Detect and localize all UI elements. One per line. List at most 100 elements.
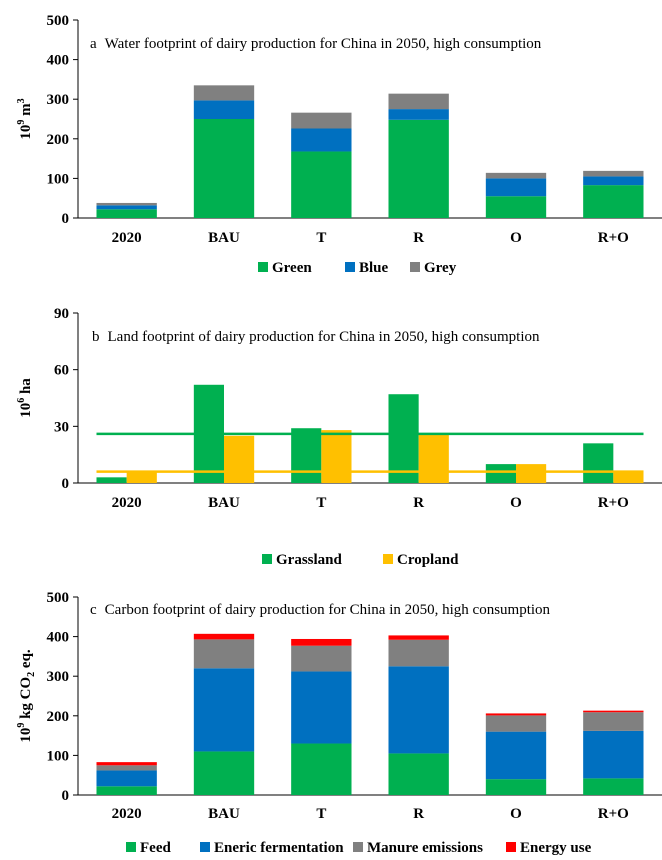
legend-label-manure-emissions: Manure emissions — [367, 840, 483, 856]
bar-green-o — [485, 196, 547, 218]
y-axis-label: 109 m3 — [16, 98, 34, 139]
x-tick-label: T — [316, 230, 326, 246]
bar-feed-2020 — [96, 786, 157, 795]
y-axis-label-part: 3 — [16, 98, 27, 103]
y-tick-label: 200 — [47, 132, 70, 148]
panel-title: c Carbon footprint of dairy production fo… — [90, 602, 551, 618]
legend-swatch-grassland — [262, 554, 272, 564]
panel-title-text: Land footprint of dairy production for C… — [108, 329, 541, 345]
bar-energy-use-2020 — [96, 762, 157, 766]
bar-grey-o — [485, 172, 547, 179]
bar-manure-emissions-2020 — [96, 765, 157, 771]
legend-label-grey: Grey — [424, 260, 457, 276]
x-tick-label: BAU — [208, 230, 240, 246]
bar-cropland-ro — [613, 470, 644, 483]
bar-energy-use-r — [388, 635, 449, 640]
bar-grassland-2020 — [96, 477, 127, 483]
bar-energy-use-t — [291, 638, 352, 646]
bar-feed-r — [388, 753, 449, 795]
bar-energy-use-bau — [193, 633, 255, 640]
y-tick-label: 300 — [47, 669, 70, 685]
bar-eneric-fermentation-2020 — [96, 770, 157, 787]
bar-blue-2020 — [96, 205, 157, 210]
bar-energy-use-ro — [583, 710, 644, 713]
y-axis-label-part: 10 — [18, 403, 34, 418]
x-tick-label: R — [413, 495, 424, 511]
legend-swatch-green — [258, 262, 268, 272]
legend-swatch-eneric-fermentation — [200, 842, 210, 852]
y-axis-label-part: 10 — [18, 728, 34, 743]
bar-feed-bau — [193, 751, 255, 795]
x-tick-label: R — [413, 806, 424, 822]
bar-green-t — [291, 151, 352, 218]
y-axis-label-part: 2 — [26, 672, 37, 677]
legend-swatch-blue — [345, 262, 355, 272]
y-tick-label: 0 — [62, 476, 70, 492]
bar-green-r — [388, 119, 449, 218]
y-axis-label-part: kg CO — [18, 677, 34, 723]
panel-letter: c — [90, 602, 97, 618]
bar-green-bau — [193, 119, 255, 218]
bar-cropland-2020 — [126, 471, 157, 483]
panel-letter: a — [90, 36, 97, 52]
bar-blue-t — [291, 128, 352, 152]
x-tick-label: O — [510, 230, 522, 246]
legend-label-energy-use: Energy use — [520, 840, 592, 856]
y-axis-label-part: 6 — [16, 398, 27, 403]
bar-blue-r — [388, 109, 449, 120]
y-tick-label: 100 — [47, 171, 70, 187]
y-axis-label-part: m — [18, 103, 34, 120]
x-tick-label: 2020 — [112, 806, 142, 822]
y-axis-label: 106 ha — [16, 378, 34, 418]
legend-swatch-feed — [126, 842, 136, 852]
bar-blue-ro — [583, 176, 644, 186]
bar-manure-emissions-r — [388, 639, 449, 667]
x-tick-label: R+O — [598, 230, 629, 246]
bar-grey-2020 — [96, 202, 157, 206]
bar-energy-use-o — [485, 713, 547, 716]
bar-cropland-r — [418, 433, 449, 483]
bar-manure-emissions-t — [291, 645, 352, 672]
y-tick-label: 100 — [47, 748, 70, 764]
chart-panel-b: 0 30 60 90 2020 BAU T R O R+O b Land footprint of d… — [16, 306, 662, 568]
bar-grassland-t — [291, 428, 322, 483]
y-tick-label: 60 — [54, 363, 69, 379]
legend-label-blue: Blue — [359, 260, 389, 276]
bar-cropland-o — [516, 464, 547, 483]
panel-title-text: Carbon footprint of dairy production for… — [105, 602, 551, 618]
x-tick-label: 2020 — [112, 495, 142, 511]
legend-label-eneric-fermentation: Eneric fermentation — [214, 840, 344, 856]
x-tick-label: R+O — [598, 495, 629, 511]
y-tick-label: 200 — [47, 709, 70, 725]
y-tick-label: 400 — [47, 53, 70, 69]
bar-feed-t — [291, 743, 352, 795]
bar-grassland-o — [485, 464, 516, 483]
bar-blue-o — [485, 178, 547, 197]
y-tick-label: 30 — [54, 419, 69, 435]
legend-swatch-energy-use — [506, 842, 516, 852]
panel-title: b Land footprint of dairy production for … — [92, 329, 540, 345]
bar-cropland-t — [321, 430, 352, 483]
bar-manure-emissions-o — [485, 715, 547, 732]
x-tick-label: R+O — [598, 806, 629, 822]
bar-blue-bau — [193, 100, 255, 119]
bar-green-ro — [583, 185, 644, 218]
legend-label-feed: Feed — [140, 840, 171, 856]
y-axis-label-part: 9 — [16, 723, 27, 728]
legend-swatch-cropland — [383, 554, 393, 564]
legend-label-grassland: Grassland — [276, 552, 343, 568]
bar-eneric-fermentation-t — [291, 671, 352, 744]
bar-eneric-fermentation-ro — [583, 730, 644, 779]
y-tick-label: 400 — [47, 630, 70, 646]
y-tick-label: 0 — [62, 788, 70, 804]
chart-panel-c: 0 100 200 300 400 500 2020 BAU T R O R+O c Carbon foo… — [16, 590, 662, 856]
x-tick-label: BAU — [208, 495, 240, 511]
panel-title: a Water footprint of dairy production for… — [90, 36, 542, 52]
y-tick-label: 500 — [47, 590, 70, 606]
x-tick-label: BAU — [208, 806, 240, 822]
bar-manure-emissions-ro — [583, 712, 644, 731]
bar-feed-ro — [583, 778, 644, 795]
legend-swatch-manure-emissions — [353, 842, 363, 852]
y-axis-label-part: 10 — [18, 125, 34, 140]
